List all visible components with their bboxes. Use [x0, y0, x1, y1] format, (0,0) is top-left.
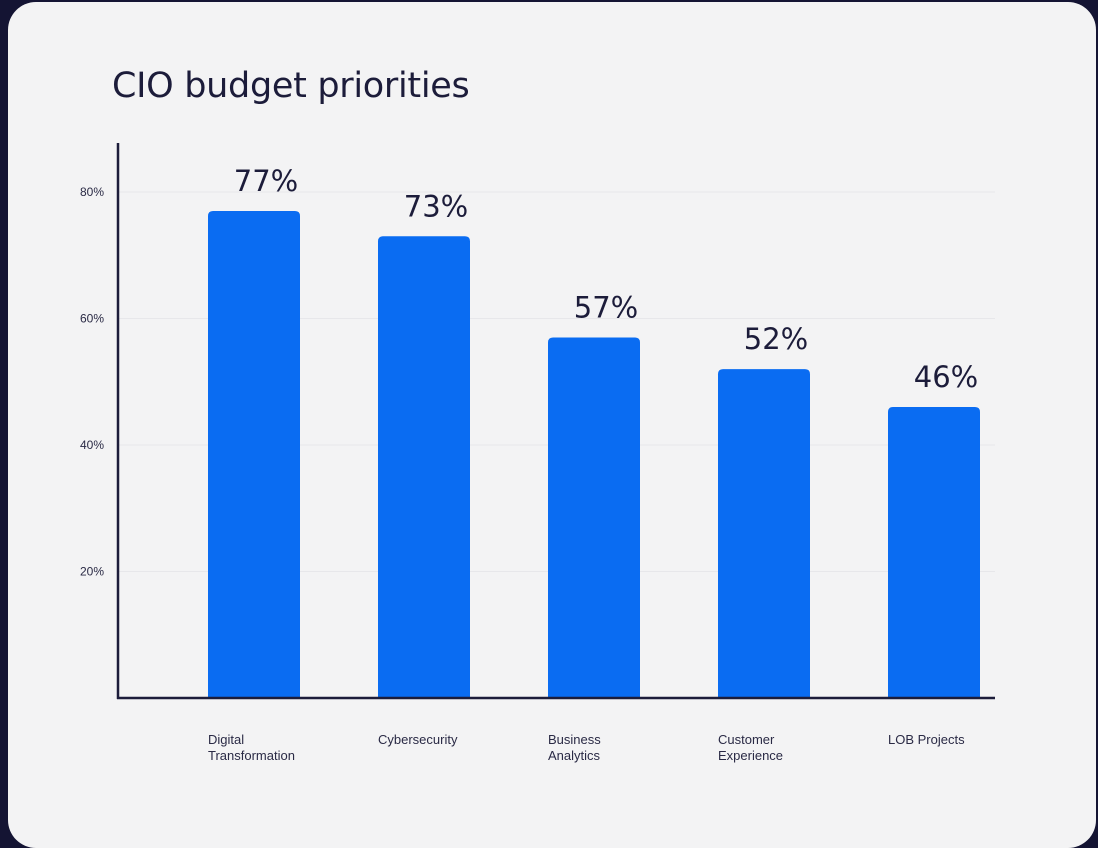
bar — [718, 369, 810, 698]
y-tick-label: 20% — [80, 565, 104, 579]
y-tick-label: 40% — [80, 438, 104, 452]
axes — [116, 143, 995, 700]
bars — [208, 210, 980, 698]
x-axis-labels: Digital Transformation Cybersecurity Busine… — [208, 732, 965, 763]
y-tick-label: 60% — [80, 312, 104, 326]
bar — [208, 210, 300, 698]
data-label: 57% — [574, 290, 638, 324]
data-label: 77% — [234, 164, 298, 198]
x-tick-label: Cybersecurity — [378, 732, 458, 747]
x-tick-label: LOB Projects — [888, 732, 965, 747]
data-label: 52% — [744, 322, 808, 356]
bar — [888, 407, 980, 698]
data-labels: 77% 73% 57% 52% 46% — [234, 164, 978, 394]
bar — [378, 236, 470, 698]
data-label: 73% — [404, 189, 468, 223]
y-axis-ticks: 20% 40% 60% 80% — [80, 185, 104, 579]
y-tick-label: 80% — [80, 185, 104, 199]
x-tick-label: Customer Experience — [718, 732, 783, 763]
x-tick-label: Business Analytics — [548, 732, 601, 763]
chart-title: CIO budget priorities — [112, 66, 470, 106]
x-tick-label: Digital Transformation — [208, 732, 295, 763]
bar — [548, 337, 640, 698]
data-label: 46% — [914, 360, 978, 394]
